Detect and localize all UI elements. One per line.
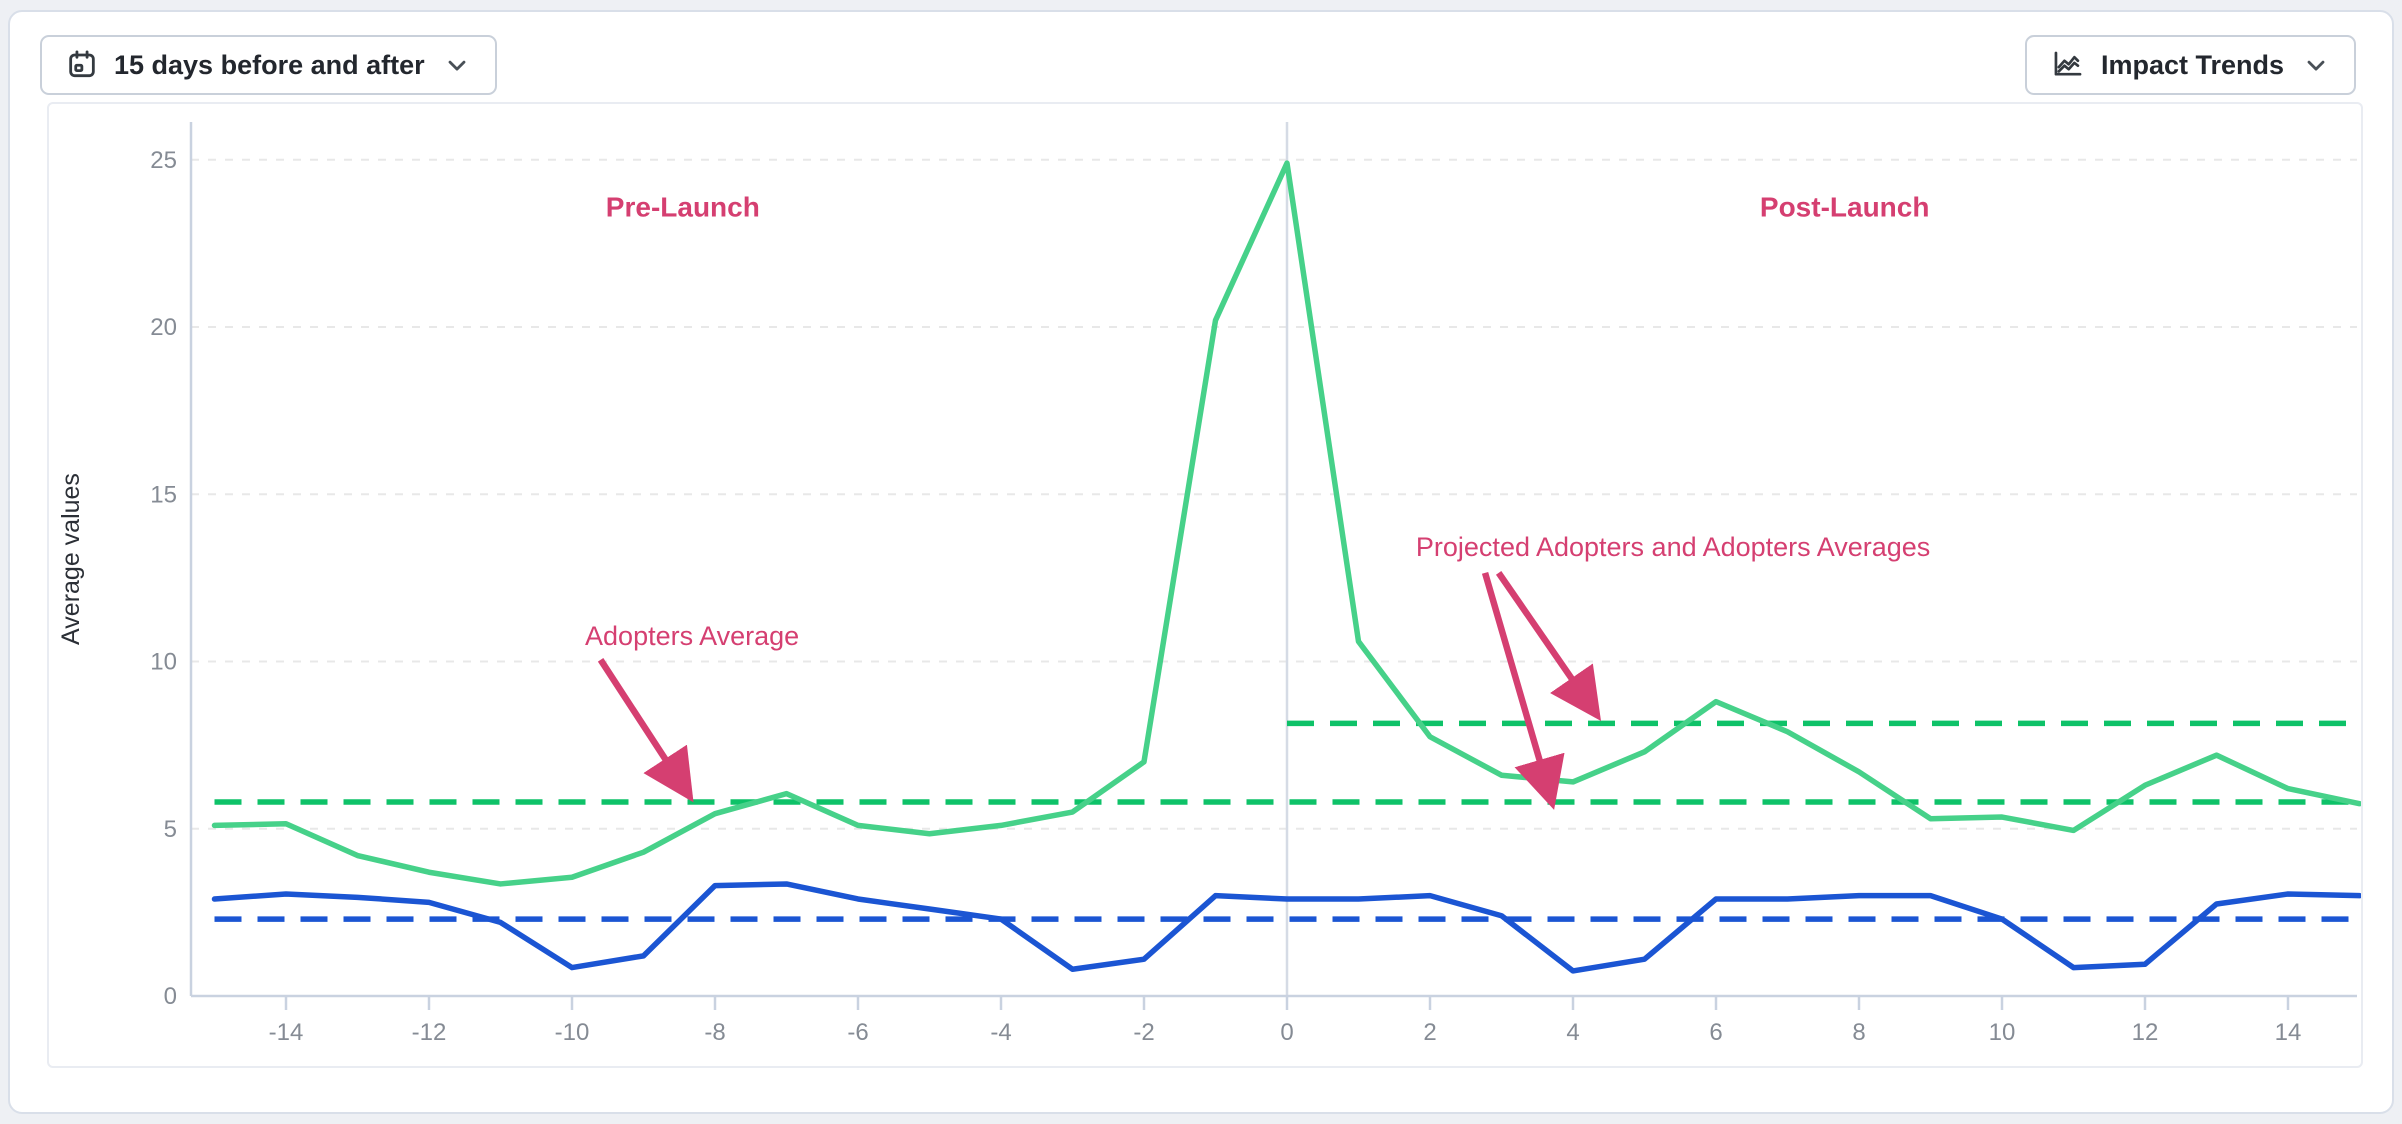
x-tick-label-4: 4 [1566, 1019, 1579, 1046]
x-tick-label-10: 10 [1989, 1019, 2016, 1046]
projected-adopters-averages-label: Projected Adopters and Adopters Averages [1416, 532, 1930, 562]
pre-launch-label: Pre-Launch [606, 192, 760, 223]
series-projected-adopters [211, 881, 2363, 974]
series-adopters [211, 160, 2363, 887]
x-tick-label--12: -12 [412, 1019, 447, 1046]
y-tick-label-15: 15 [150, 481, 177, 508]
chart-panel: -14 -12 -10 -8 -6 -4 -2 0 2 4 6 8 10 12 14 0 5 10 15 20 25 Av… [47, 102, 2363, 1068]
x-tick-label-6: 6 [1709, 1019, 1722, 1046]
impact-trends-button[interactable]: Impact Trends [2024, 35, 2356, 95]
y-tick-label-10: 10 [150, 649, 177, 676]
projected-adopters-averages-label-arrow-1 [1495, 571, 1602, 722]
toolbar: 15 days before and after Impact Trends [40, 35, 2356, 95]
impact-trends-card: 15 days before and after Impact Trends [8, 10, 2394, 1114]
adopters-average-label-arrow-0 [597, 658, 694, 803]
adopters-average-label: Adopters Average [585, 621, 799, 651]
x-tick-label-2: 2 [1423, 1019, 1436, 1046]
y-tick-label-20: 20 [150, 314, 177, 341]
post-launch-label: Post-Launch [1760, 192, 1930, 223]
x-tick-label-0: 0 [1280, 1019, 1293, 1046]
impact-trends-label: Impact Trends [2100, 49, 2284, 80]
date-range-button[interactable]: 15 days before and after [40, 35, 497, 95]
chevron-down-icon [443, 51, 471, 79]
x-tick-label--2: -2 [1133, 1019, 1154, 1046]
y-tick-label-25: 25 [150, 147, 177, 174]
x-tick-label--4: -4 [990, 1019, 1011, 1046]
x-tick-label-14: 14 [2275, 1019, 2302, 1046]
y-axis-title: Average values [57, 473, 85, 645]
x-tick-label--6: -6 [847, 1019, 868, 1046]
y-tick-label-5: 5 [164, 816, 177, 843]
calendar-icon [66, 49, 98, 81]
x-tick-label--8: -8 [704, 1019, 725, 1046]
x-tick-label-8: 8 [1852, 1019, 1865, 1046]
projected-adopters-averages-label-arrow-0 [1481, 571, 1565, 810]
x-tick-label--10: -10 [555, 1019, 590, 1046]
date-range-label: 15 days before and after [114, 49, 425, 80]
chevron-down-icon [2302, 51, 2330, 79]
y-tick-label-0: 0 [164, 983, 177, 1010]
x-tick-label--14: -14 [269, 1019, 304, 1046]
x-tick-label-12: 12 [2132, 1019, 2159, 1046]
impact-trends-chart: -14 -12 -10 -8 -6 -4 -2 0 2 4 6 8 10 12 14 0 5 10 15 20 25 Av… [57, 122, 2363, 1046]
line-chart-icon [2051, 48, 2085, 82]
